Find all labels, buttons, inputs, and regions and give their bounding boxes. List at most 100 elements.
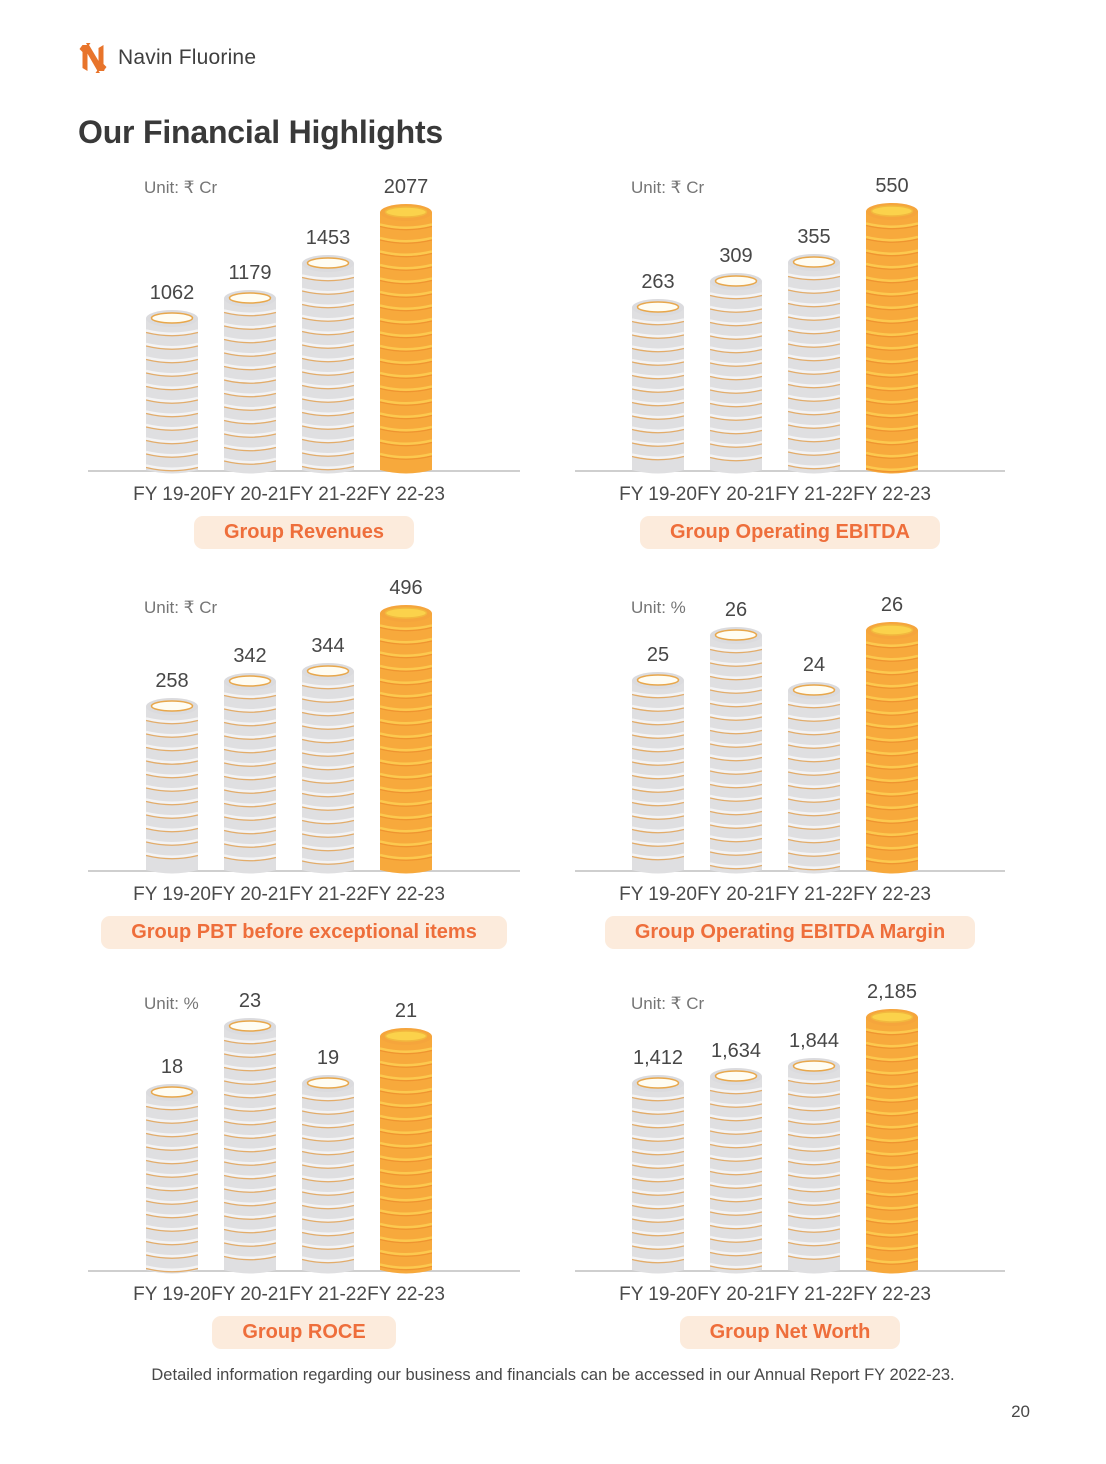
coin-stack xyxy=(865,1009,919,1274)
bar-fy-21-22: 355 xyxy=(775,226,853,474)
bar-value-label: 26 xyxy=(880,594,904,616)
bar-value-label: 1062 xyxy=(149,282,195,304)
x-axis-label: FY 21-22 xyxy=(289,484,367,505)
x-axis-label: FY 19-20 xyxy=(133,1284,211,1305)
chart-group-roce: Unit: % 18 23 19 21 FY 19-20 FY 20-21 FY 21-22 F… xyxy=(88,970,520,1370)
bar-fy-20-21: 23 xyxy=(211,990,289,1274)
bar-value-label: 344 xyxy=(311,635,345,657)
chart-title-pill: Group Revenues xyxy=(193,516,415,549)
chart-title-row: Group ROCE xyxy=(88,1316,520,1349)
plot-area: 18 23 19 21 xyxy=(88,970,520,1274)
x-axis-label: FY 19-20 xyxy=(133,884,211,905)
coin-stack xyxy=(709,273,763,474)
bar-value-label: 342 xyxy=(233,645,267,667)
bar-value-label: 21 xyxy=(394,1000,418,1022)
bar-value-label: 2077 xyxy=(383,176,429,198)
x-axis-label: FY 21-22 xyxy=(775,1284,853,1305)
x-axis-labels: FY 19-20 FY 20-21 FY 21-22 FY 22-23 xyxy=(575,1284,1005,1306)
bar-fy-20-21: 309 xyxy=(697,245,775,474)
coin-stack xyxy=(145,310,199,474)
x-axis-label: FY 19-20 xyxy=(619,484,697,505)
coin-stack xyxy=(865,203,919,474)
coin-stack xyxy=(145,698,199,874)
coin-stack xyxy=(145,1084,199,1274)
page-title: Our Financial Highlights xyxy=(78,114,443,150)
bar-value-label: 1453 xyxy=(305,227,351,249)
chart-title-row: Group PBT before exceptional items xyxy=(88,916,520,949)
chart-title-row: Group Revenues xyxy=(88,516,520,549)
bar-value-label: 25 xyxy=(646,644,670,666)
bar-value-label: 18 xyxy=(160,1056,184,1078)
coin-stack xyxy=(709,627,763,874)
x-axis-label: FY 20-21 xyxy=(211,484,289,505)
bar-value-label: 26 xyxy=(724,599,748,621)
bar-value-label: 309 xyxy=(719,245,753,267)
bar-fy-20-21: 1,634 xyxy=(697,1040,775,1274)
bar-fy-19-20: 258 xyxy=(133,670,211,874)
unit-label: Unit: ₹ Cr xyxy=(144,598,218,617)
axis-line xyxy=(575,1270,1005,1272)
plot-area: 258 342 344 496 xyxy=(88,570,520,874)
coin-stack xyxy=(379,605,433,874)
x-axis-label: FY 22-23 xyxy=(367,1284,445,1305)
chart-title-row: Group Operating EBITDA Margin xyxy=(575,916,1005,949)
coin-stack xyxy=(301,255,355,474)
x-axis-label: FY 22-23 xyxy=(853,484,931,505)
chart-title-pill: Group Net Worth xyxy=(679,1316,901,1349)
chart-group-operating-ebitda: Unit: ₹ Cr 263 309 355 550 FY 19-20 FY 20-21 FY… xyxy=(575,170,1005,570)
x-axis-labels: FY 19-20 FY 20-21 FY 21-22 FY 22-23 xyxy=(88,884,520,906)
coin-stack xyxy=(223,673,277,874)
bar-fy-20-21: 26 xyxy=(697,599,775,874)
chart-group-pbt-before-exceptional-items: Unit: ₹ Cr 258 342 344 496 FY 19-20 FY 20-21 FY… xyxy=(88,570,520,970)
bar-value-label: 496 xyxy=(389,577,423,599)
unit-label: Unit: % xyxy=(631,598,686,617)
chart-title-pill: Group Operating EBITDA Margin xyxy=(604,916,976,949)
coin-stack xyxy=(787,682,841,874)
charts-grid: Unit: ₹ Cr 1062 1179 1453 2077 FY 19-20 FY 20-… xyxy=(88,170,1005,1370)
coin-stack xyxy=(301,1075,355,1274)
axis-line xyxy=(575,870,1005,872)
bar-value-label: 2,185 xyxy=(866,981,918,1003)
unit-label: Unit: ₹ Cr xyxy=(631,178,705,197)
bar-value-label: 258 xyxy=(155,670,189,692)
brand-name: Navin Fluorine xyxy=(118,46,257,69)
bar-fy-22-23: 496 xyxy=(367,577,445,874)
coin-stack xyxy=(631,672,685,874)
x-axis-label: FY 20-21 xyxy=(211,1284,289,1305)
x-axis-label: FY 21-22 xyxy=(775,884,853,905)
x-axis-label: FY 20-21 xyxy=(211,884,289,905)
coin-stack xyxy=(223,290,277,474)
bar-value-label: 24 xyxy=(802,654,826,676)
bar-fy-22-23: 2,185 xyxy=(853,981,931,1274)
unit-label: Unit: ₹ Cr xyxy=(144,178,218,197)
brand-logo: Navin Fluorine xyxy=(78,42,256,74)
x-axis-label: FY 20-21 xyxy=(697,1284,775,1305)
coin-stack xyxy=(379,204,433,474)
coin-stack xyxy=(787,254,841,474)
x-axis-label: FY 21-22 xyxy=(775,484,853,505)
coin-stack xyxy=(709,1068,763,1274)
x-axis-label: FY 19-20 xyxy=(619,884,697,905)
chart-title-pill: Group PBT before exceptional items xyxy=(101,916,507,949)
x-axis-label: FY 19-20 xyxy=(133,484,211,505)
chart-group-revenues: Unit: ₹ Cr 1062 1179 1453 2077 FY 19-20 FY 20-… xyxy=(88,170,520,570)
x-axis-label: FY 21-22 xyxy=(289,1284,367,1305)
unit-label: Unit: ₹ Cr xyxy=(631,994,705,1013)
bar-value-label: 1,844 xyxy=(788,1030,840,1052)
chart-title-pill: Group Operating EBITDA xyxy=(640,516,940,549)
x-axis-labels: FY 19-20 FY 20-21 FY 21-22 FY 22-23 xyxy=(88,1284,520,1306)
bar-fy-20-21: 1179 xyxy=(211,262,289,474)
x-axis-label: FY 22-23 xyxy=(367,484,445,505)
bar-value-label: 19 xyxy=(316,1047,340,1069)
coin-stack xyxy=(301,663,355,874)
x-axis-labels: FY 19-20 FY 20-21 FY 21-22 FY 22-23 xyxy=(88,484,520,506)
coin-stack xyxy=(379,1028,433,1274)
axis-line xyxy=(575,470,1005,472)
bar-fy-20-21: 342 xyxy=(211,645,289,874)
bar-value-label: 355 xyxy=(797,226,831,248)
footer-note: Detailed information regarding our busin… xyxy=(151,1366,955,1384)
plot-area: 263 309 355 550 xyxy=(575,170,1005,474)
coin-stack xyxy=(865,622,919,874)
x-axis-label: FY 20-21 xyxy=(697,884,775,905)
